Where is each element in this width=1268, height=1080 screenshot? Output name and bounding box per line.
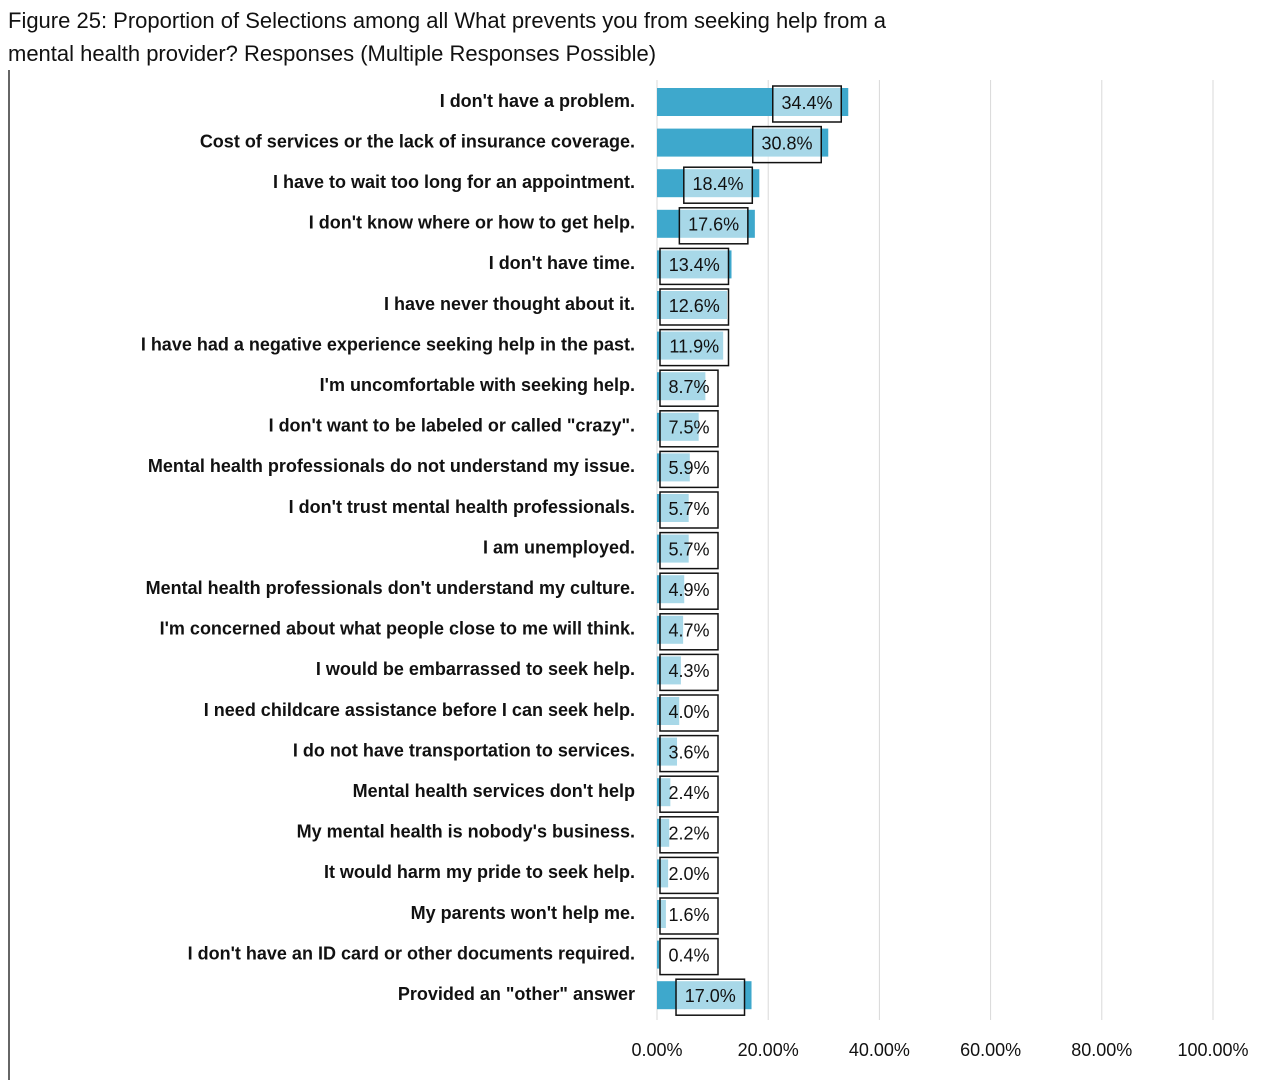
bar — [657, 940, 660, 969]
y-tick-label: I'm uncomfortable with seeking help. — [320, 375, 635, 395]
y-tick-label: I'm concerned about what people close to… — [160, 619, 635, 639]
value-label-box — [659, 734, 719, 773]
value-label: 18.4% — [693, 174, 744, 194]
y-tick-label: I have never thought about it. — [384, 294, 635, 314]
value-label-box — [683, 166, 754, 204]
y-tick-label: I need childcare assistance before I can… — [204, 700, 635, 720]
y-tick-label: It would harm my pride to seek help. — [324, 862, 635, 882]
value-label-box — [659, 572, 719, 610]
value-label-box — [659, 653, 719, 692]
value-label: 1.6% — [668, 905, 709, 925]
value-label-box — [659, 247, 730, 286]
value-label-box — [659, 491, 719, 529]
y-tick-label: My mental health is nobody's business. — [297, 822, 635, 842]
value-label-box — [659, 856, 719, 895]
value-label-box — [751, 125, 822, 164]
y-tick-label: I don't want to be labeled or called "cr… — [269, 416, 635, 436]
value-label: 13.4% — [669, 255, 720, 275]
y-tick-label: I don't have time. — [489, 253, 635, 273]
y-tick-label: I am unemployed. — [483, 537, 635, 557]
y-tick-label: I don't trust mental health professional… — [289, 497, 635, 517]
value-label: 3.6% — [668, 742, 709, 762]
value-label-box — [659, 897, 719, 935]
y-tick-label: Mental health professionals do not under… — [148, 456, 635, 476]
y-tick-label: Mental health services don't help — [353, 781, 635, 801]
value-label-box — [659, 694, 719, 732]
x-tick-label: 20.00% — [738, 1040, 799, 1060]
x-tick-label: 100.00% — [1177, 1040, 1248, 1060]
value-label: 12.6% — [669, 296, 720, 316]
y-tick-label: I have to wait too long for an appointme… — [273, 172, 635, 192]
y-tick-label: I don't have a problem. — [440, 91, 635, 111]
x-tick-label: 80.00% — [1071, 1040, 1132, 1060]
value-label: 17.6% — [688, 215, 739, 235]
x-tick-label: 60.00% — [960, 1040, 1021, 1060]
value-label-box — [659, 410, 719, 448]
value-label: 5.7% — [668, 539, 709, 559]
value-label: 5.7% — [668, 499, 709, 519]
chart-title: mental health provider? Responses (Multi… — [8, 41, 656, 66]
value-label: 4.7% — [668, 621, 709, 641]
value-label: 8.7% — [668, 377, 709, 397]
y-tick-label: My parents won't help me. — [411, 903, 635, 923]
y-tick-label: Cost of services or the lack of insuranc… — [200, 131, 635, 151]
value-label-box — [659, 531, 719, 570]
value-label-box — [675, 978, 746, 1016]
value-label: 2.2% — [668, 824, 709, 844]
value-label: 2.4% — [668, 783, 709, 803]
value-label: 0.4% — [668, 945, 709, 965]
value-label-box — [659, 288, 730, 326]
value-label: 4.0% — [668, 702, 709, 722]
y-tick-label: I would be embarrassed to seek help. — [316, 659, 635, 679]
value-label-box — [659, 369, 719, 407]
value-label-box — [678, 207, 749, 245]
y-tick-label: I have had a negative experience seeking… — [141, 334, 635, 354]
y-tick-label: Provided an "other" answer — [398, 984, 635, 1004]
value-label-box — [659, 613, 719, 651]
value-label-box — [659, 450, 719, 489]
value-label-box — [659, 775, 719, 813]
value-label: 17.0% — [685, 986, 736, 1006]
value-label-box — [659, 328, 730, 367]
y-tick-label: I don't have an ID card or other documen… — [188, 943, 635, 963]
value-label: 30.8% — [761, 133, 812, 153]
y-tick-label: I don't know where or how to get help. — [309, 213, 635, 233]
value-label-box — [659, 816, 719, 854]
x-tick-label: 0.00% — [631, 1040, 682, 1060]
value-label: 34.4% — [781, 93, 832, 113]
value-label: 5.9% — [668, 458, 709, 478]
value-label: 2.0% — [668, 864, 709, 884]
x-tick-label: 40.00% — [849, 1040, 910, 1060]
value-label: 11.9% — [669, 336, 719, 356]
value-label: 4.3% — [668, 661, 709, 681]
value-label-box — [659, 937, 719, 976]
chart-title: Figure 25: Proportion of Selections amon… — [8, 8, 887, 33]
value-label: 7.5% — [668, 418, 709, 438]
value-label-box — [772, 85, 843, 123]
y-tick-label: Mental health professionals don't unders… — [146, 578, 635, 598]
value-label: 4.9% — [668, 580, 709, 600]
y-tick-label: I do not have transportation to services… — [293, 740, 635, 760]
